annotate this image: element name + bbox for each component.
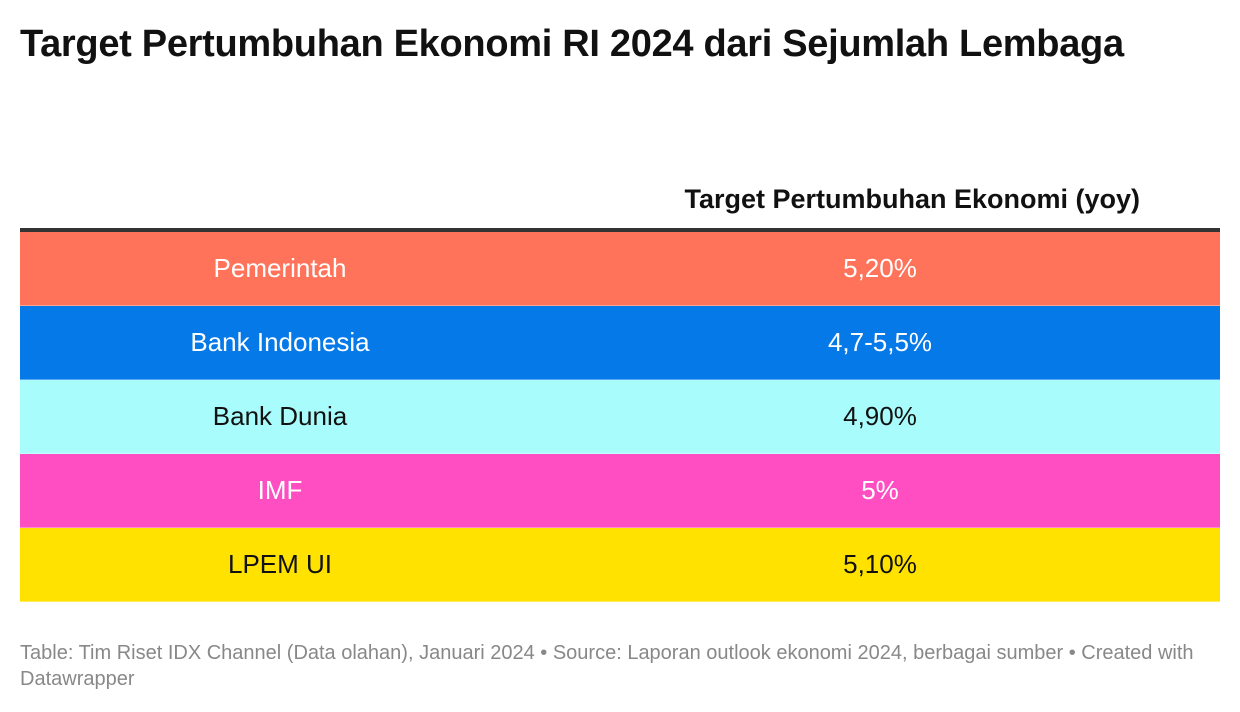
institution-cell: LPEM UI — [227, 549, 333, 579]
table-row: Pemerintah 5,20% — [20, 232, 1220, 306]
table-row: LPEM UI 5,10% — [20, 528, 1220, 602]
target-value-cell: 4,90% — [843, 401, 917, 431]
data-table: Target Pertumbuhan Ekonomi (yoy) Pemerin… — [20, 170, 1220, 602]
target-value-cell: 5,20% — [843, 253, 917, 283]
institution-cell: Bank Dunia — [212, 401, 348, 431]
header-name-column — [20, 170, 540, 228]
chart-footer: Table: Tim Riset IDX Channel (Data olaha… — [20, 642, 1194, 690]
target-value-cell: 5% — [861, 475, 899, 505]
table-row: IMF 5% — [20, 454, 1220, 528]
table-row: Bank Dunia 4,90% — [20, 380, 1220, 454]
table-header-row: Target Pertumbuhan Ekonomi (yoy) — [20, 170, 1220, 232]
chart-title: Target Pertumbuhan Ekonomi RI 2024 dari … — [20, 23, 1124, 65]
table-row: Bank Indonesia 4,7-5,5% — [20, 306, 1220, 380]
institution-cell: Pemerintah — [213, 253, 347, 283]
table-body: Pemerintah 5,20% Bank Indonesia 4,7-5,5% Ban… — [20, 232, 1220, 602]
header-value-column: Target Pertumbuhan Ekonomi (yoy) — [684, 183, 1140, 214]
institution-cell: Bank Indonesia — [190, 327, 370, 357]
target-value-cell: 4,7-5,5% — [827, 327, 933, 357]
target-value-cell: 5,10% — [843, 549, 917, 579]
institution-cell: IMF — [257, 475, 303, 505]
